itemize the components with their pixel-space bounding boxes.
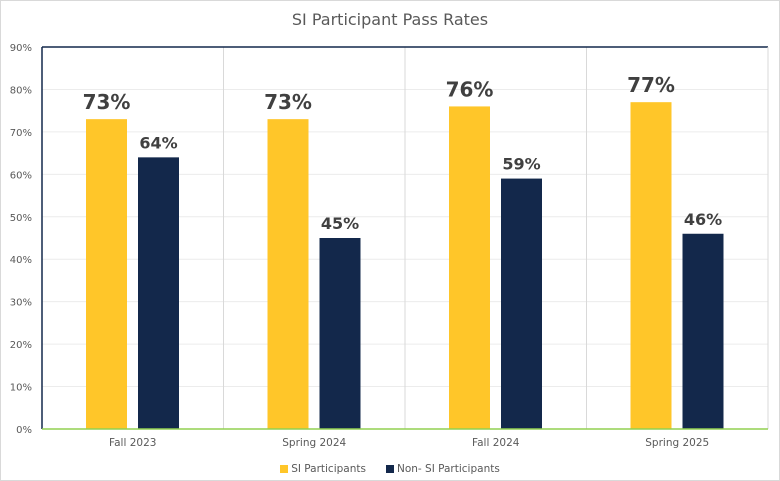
x-tick-label: Fall 2024 (472, 437, 520, 449)
x-tick-label: Fall 2023 (109, 437, 156, 449)
y-tick-label: 90% (10, 43, 32, 54)
bar-si (630, 102, 672, 429)
y-tick-label: 60% (10, 170, 32, 181)
data-label: 73% (83, 90, 131, 114)
data-label: 46% (684, 210, 722, 229)
y-tick-label: 70% (10, 128, 32, 139)
bar-non-si (682, 233, 724, 429)
legend-swatch-non-si (385, 465, 394, 473)
bar-si (449, 106, 490, 429)
chart-title: SI Participant Pass Rates (291, 10, 489, 29)
y-tick-label: 80% (10, 85, 32, 96)
data-label: 77% (627, 73, 675, 97)
x-tick-label: Spring 2024 (282, 437, 346, 449)
bar-non-si (501, 178, 542, 429)
legend: SI Participants Non- SI Participants (0, 463, 780, 475)
data-label: 59% (502, 155, 540, 174)
legend-item-si: SI Participants (280, 463, 366, 475)
data-label: 64% (139, 133, 177, 152)
data-label: 76% (446, 77, 494, 101)
bar-non-si (138, 157, 179, 429)
legend-item-non-si: Non- SI Participants (385, 463, 500, 475)
y-tick-label: 20% (10, 340, 32, 351)
x-tick-label: Spring 2025 (645, 437, 709, 449)
bar-non-si (319, 238, 361, 429)
y-tick-label: 10% (10, 383, 32, 394)
legend-swatch-si (280, 465, 289, 473)
y-tick-label: 30% (10, 298, 32, 309)
y-tick-label: 0% (16, 425, 32, 436)
y-tick-label: 50% (10, 213, 32, 224)
bar-si (267, 119, 309, 430)
legend-label-si: SI Participants (291, 463, 366, 475)
data-label: 45% (321, 214, 359, 233)
bar-si (86, 119, 127, 430)
y-tick-label: 40% (10, 255, 32, 266)
legend-label-non-si: Non- SI Participants (396, 463, 500, 475)
data-label: 73% (264, 90, 312, 114)
